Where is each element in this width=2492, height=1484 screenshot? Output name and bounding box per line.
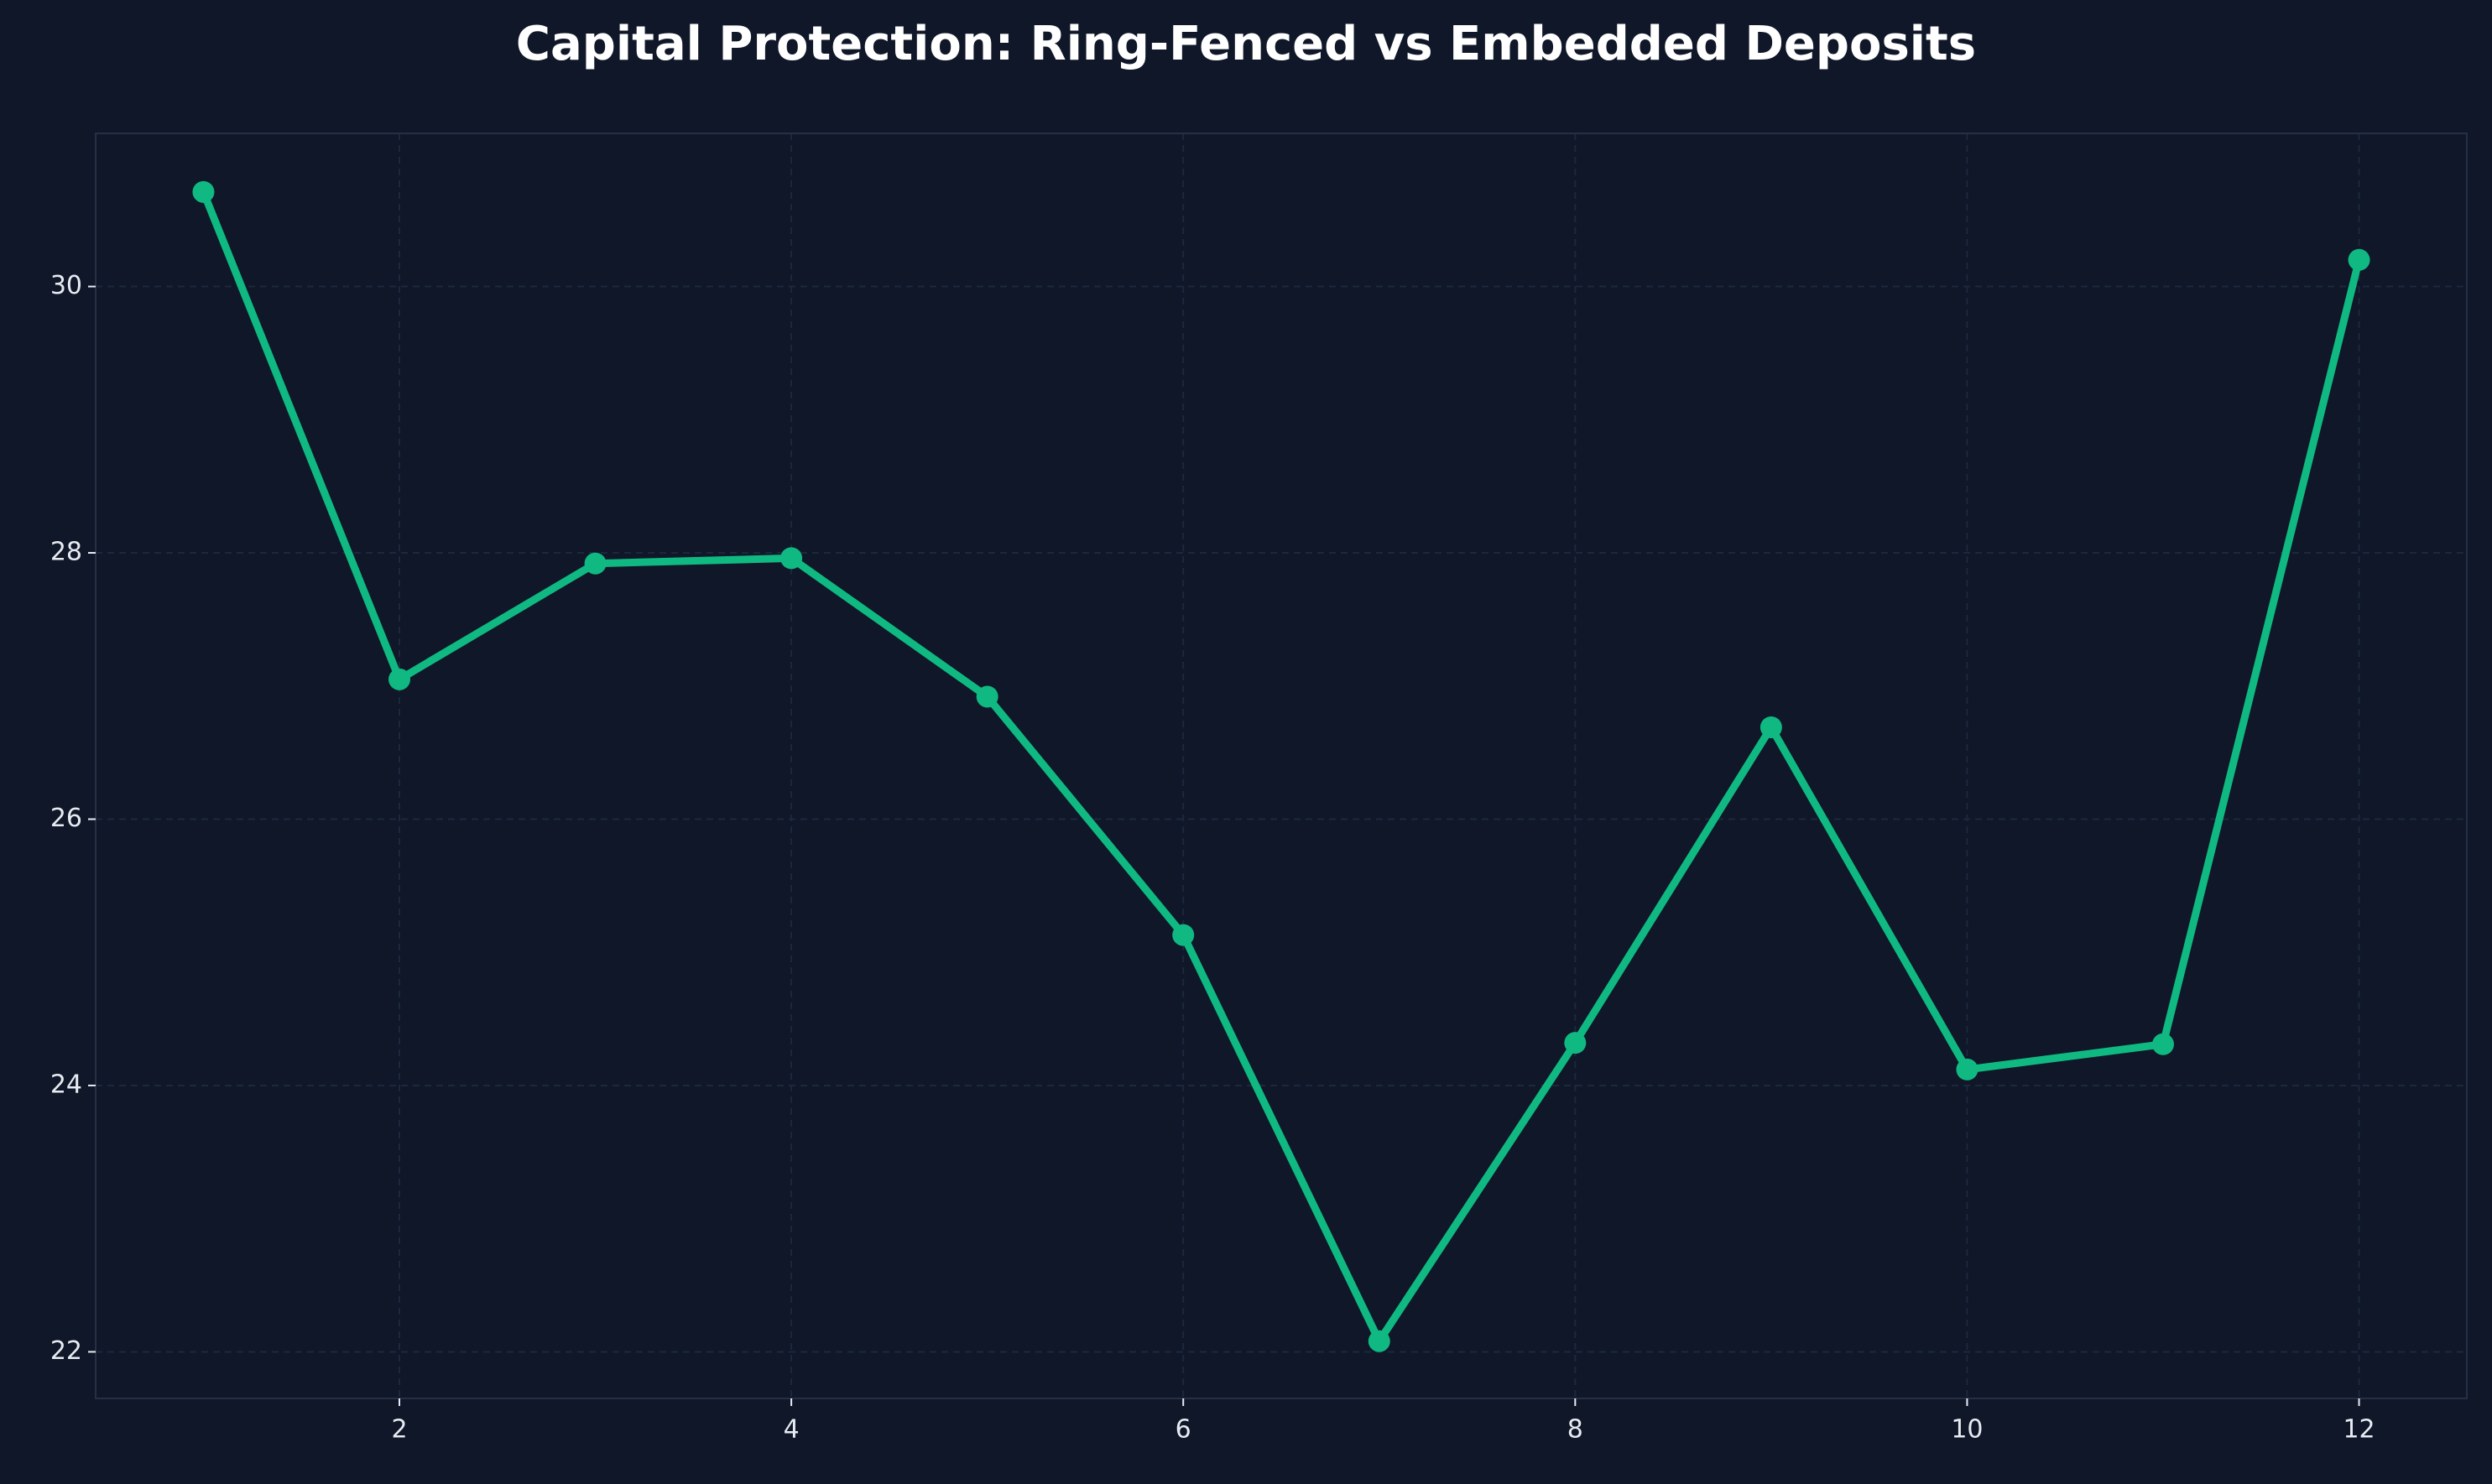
data-point	[1760, 716, 1782, 738]
data-point	[388, 668, 411, 690]
plot-frame	[95, 133, 2468, 1399]
y-tick-label: 22	[50, 1336, 82, 1366]
x-tick-label: 2	[391, 1415, 407, 1445]
data-point	[976, 685, 998, 708]
data-point	[584, 552, 607, 575]
y-tick-label: 30	[50, 271, 82, 300]
y-tick-label: 24	[50, 1070, 82, 1099]
data-point	[1956, 1058, 1978, 1080]
line-series	[199, 188, 2364, 1346]
data-point	[2348, 248, 2370, 271]
y-tick-label: 28	[50, 538, 82, 567]
y-tick-label: 26	[50, 804, 82, 833]
x-tick-label: 10	[1951, 1415, 1983, 1445]
chart-title: Capital Protection: Ring-Fenced vs Embed…	[516, 17, 1976, 71]
data-point	[2151, 1033, 2174, 1055]
x-tick-label: 4	[784, 1415, 800, 1445]
data-point	[192, 180, 215, 203]
x-tick-label: 12	[2343, 1415, 2375, 1445]
data-point	[1172, 924, 1195, 946]
data-point	[1564, 1032, 1587, 1054]
x-tick-label: 8	[1567, 1415, 1583, 1445]
data-point	[1368, 1330, 1390, 1352]
x-tick-label: 6	[1176, 1415, 1191, 1445]
data-point	[780, 547, 803, 570]
